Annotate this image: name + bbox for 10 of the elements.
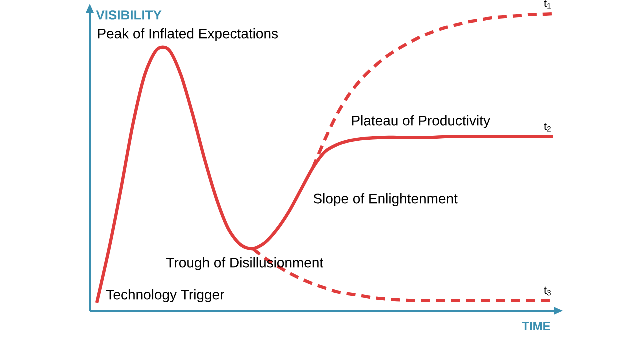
x-axis-title: TIME: [522, 322, 550, 330]
y-axis-title: VISIBILITY: [96, 10, 162, 20]
series-label: t$_{2}$: [544, 123, 551, 132]
annotation: Technology Trigger: [106, 289, 225, 303]
annotation: Trough of Disillusionment: [166, 257, 324, 271]
annotation: Plateau of Productivity: [352, 115, 490, 129]
annotation: Slope of Enlightenment: [314, 193, 458, 207]
series-label: t$_{1}$: [544, 0, 551, 9]
series-label: t$_{3}$: [544, 286, 551, 296]
annotation: Peak of Inflated Expectations: [98, 28, 278, 42]
